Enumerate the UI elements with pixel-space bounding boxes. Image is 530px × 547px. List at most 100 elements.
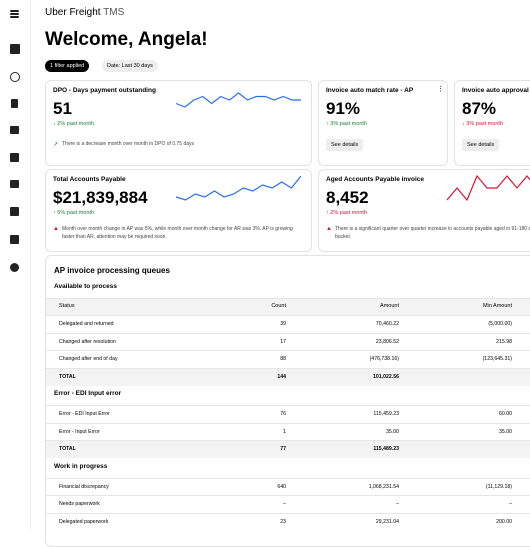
table-row [46,350,530,368]
metric-card: Aged Accounts Payable invoice 8,452 ↑ 2% p… [318,169,530,252]
table-cell: 29,231.04 [375,518,399,525]
table-cell: – [509,501,512,507]
card-title: Total Accounts Payable [53,176,126,183]
card-change: ↑ 5% past month [53,210,94,216]
table-cell: Financial discrepancy [59,483,109,490]
table-cell: 76 [280,411,286,417]
table-row [46,495,530,513]
filter-chip[interactable]: Date: Last 30 days [102,60,158,72]
nav-dashboard[interactable] [10,44,20,54]
group-title: Work in progress [54,462,108,470]
card-change: ↑ 3% past month [326,121,367,127]
card-change: ↓ 3% past month [462,121,503,127]
section-title: AP invoice processing queues [54,266,170,275]
table-cell: Delegated paperwork [59,518,109,525]
trend-line [175,175,301,201]
table-cell: Delegated and returned [59,321,114,327]
sparkline [175,92,301,108]
nav-road[interactable] [10,153,19,162]
table-cell: (123,645.31) [482,356,512,362]
nav-search[interactable] [10,72,20,82]
table-cell: 88 [280,356,286,362]
table-cell: (476,738.16) [369,356,399,362]
trend-line [175,92,301,108]
metric-card: Total Accounts Payable $21,839,884 ↑ 5% pa… [45,169,312,252]
more-menu[interactable]: ⋮ [437,86,444,93]
see-details-button[interactable]: See details [462,139,500,151]
group-title: Error - EDI Input error [54,390,122,397]
table-cell: 70,460.22 [375,321,399,327]
table-cell: 23,806.52 [375,338,399,345]
note-icon: ↗ [53,142,59,148]
table-row [46,367,530,386]
table-cell: 35.00 [386,428,399,435]
table-cell: 215.98 [496,338,512,345]
table-cell: 101,022.56 [373,373,399,380]
nav-cart[interactable] [10,126,19,134]
group-title: Available to process [54,283,117,290]
brand-product: TMS [103,7,125,18]
column-header: Amount [380,303,399,309]
column-header: Status [59,303,75,309]
table-cell: – [396,501,399,507]
table-cell: (5,000.00) [488,321,512,327]
table-cell: 77 [280,446,286,452]
card-value: 87% [462,99,497,118]
table-cell: 115,489.23 [373,446,399,452]
card-title: DPO - Days payment outstanding [53,87,156,94]
page-title: Welcome, Angela! [45,29,208,50]
table-cell: 200.00 [496,518,512,525]
table-cell: 1 [283,428,286,435]
column-header: Count [271,303,286,309]
table-header-row [46,298,530,316]
metric-card: DPO - Days payment outstanding 51 ↓ 2% pas… [45,80,312,166]
table-cell: Needs paperwork [59,501,100,507]
card-note: Month over month change in AP was 5%, wh… [62,226,293,240]
table-cell: 17 [280,338,286,345]
menu-icon[interactable] [10,10,19,12]
table-row [46,512,530,531]
see-details-button[interactable]: See details [326,139,364,151]
table-cell: 23 [280,518,286,525]
table-row [46,422,530,441]
table-cell: – [283,501,286,507]
card-note: There is a significant quarter over quar… [335,226,530,240]
column-header: Min Amount [482,303,512,309]
card-value: 8,452 [326,188,369,207]
sidebar [0,0,31,530]
nav-invoices[interactable] [11,99,18,108]
card-change: ↑ 2% past month [326,210,367,216]
brand-name: Uber Freight [45,7,101,18]
nav-bank[interactable] [10,235,19,244]
metric-card: Invoice auto approval ra 87% ↓ 3% past mon… [454,80,530,166]
card-note: There is a decrease month over month in … [62,141,195,147]
queues-panel: AP invoice processing queues Available to… [45,255,530,547]
nav-wallet[interactable] [10,207,19,216]
card-title: Invoice auto approval ra [462,87,530,94]
filter-chip[interactable]: 1 filter applied [45,60,90,72]
sparkline [446,174,530,202]
table-cell: 115,459.23 [373,411,399,417]
card-value: 91% [326,99,361,118]
trend-line [446,174,530,202]
card-title: Aged Accounts Payable invoice [326,176,425,183]
nav-truck[interactable] [10,180,19,188]
table-row [46,405,530,423]
table-cell: 144 [277,373,286,380]
sparkline [175,175,301,201]
table-cell: TOTAL [59,446,76,452]
table-cell: TOTAL [59,373,76,380]
table-row [46,477,530,496]
card-change: ↓ 2% past month [53,121,94,127]
table-cell: Error - Input Error [59,428,100,435]
table-cell: 1,068,231.54 [368,483,399,490]
table-cell: Changed after end of day [59,356,118,362]
metric-card: Invoice auto match rate - AP 91% ↑ 3% past… [318,80,448,166]
note-icon: ▲ [326,226,332,232]
table-cell: 60.00 [499,411,512,417]
nav-settings[interactable] [10,263,19,272]
table-row [46,315,530,333]
table-cell: (11,129.18) [485,483,512,490]
card-title: Invoice auto match rate - AP [326,87,414,94]
